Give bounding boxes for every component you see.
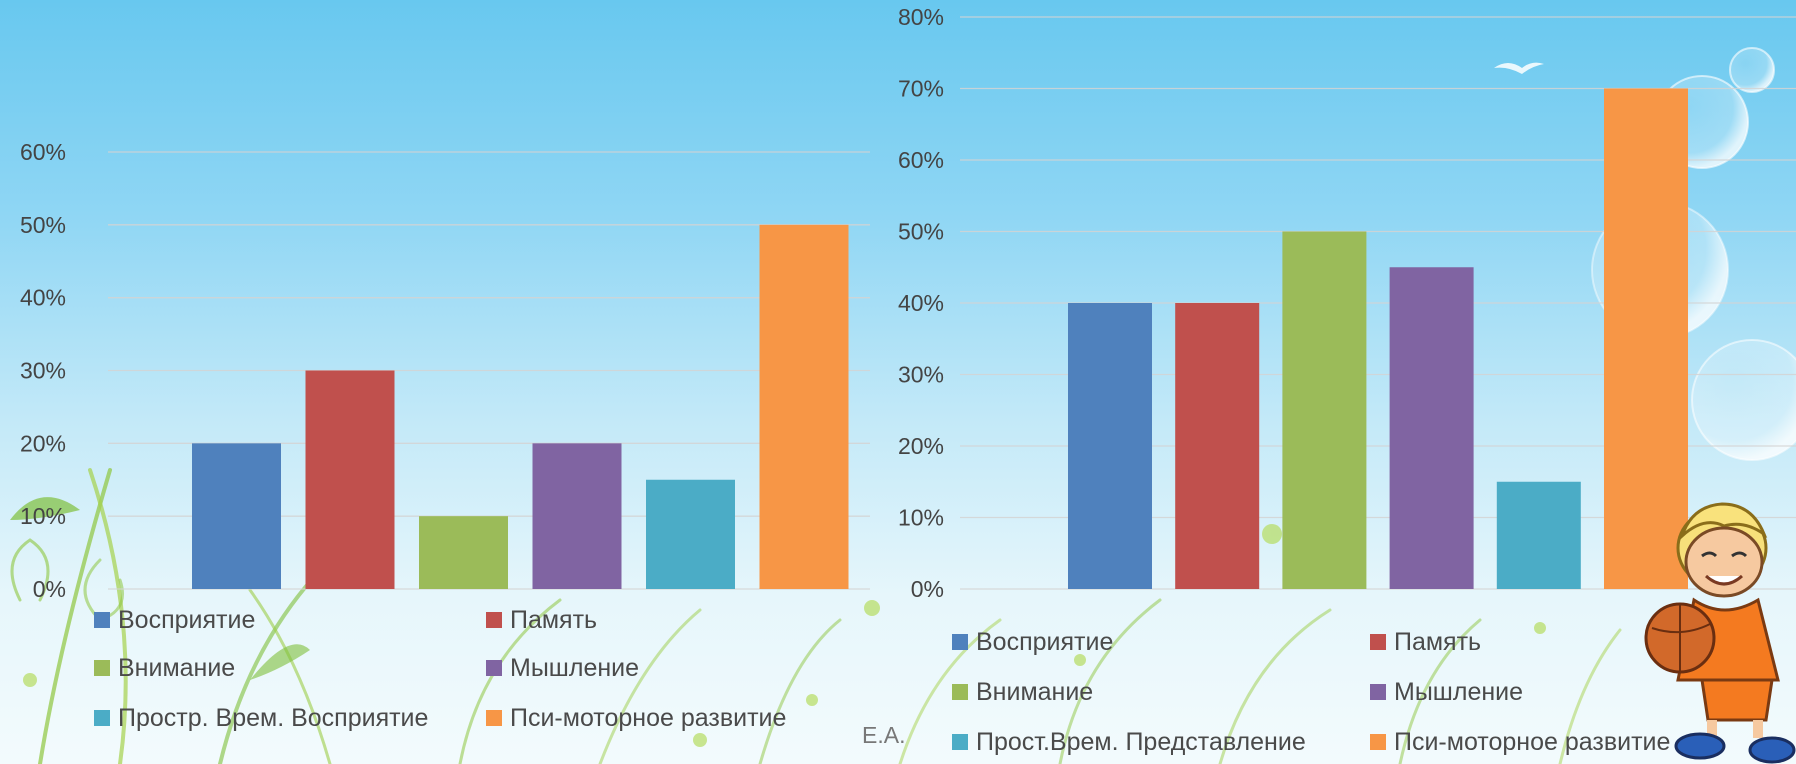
y-tick-label: 0%	[33, 576, 66, 602]
legend-label: Восприятие	[118, 606, 255, 634]
legend-label: Пси-моторное развитие	[1394, 728, 1670, 756]
y-tick-label: 10%	[898, 505, 944, 531]
y-tick-label: 50%	[20, 212, 66, 238]
bar-2	[1175, 303, 1260, 589]
legend-swatch	[94, 612, 110, 628]
boy-with-ball-illustration	[1644, 502, 1796, 764]
y-tick-label: 50%	[898, 219, 944, 245]
y-tick-label: 20%	[20, 430, 66, 456]
bars	[192, 224, 849, 590]
legend-swatch	[1370, 634, 1386, 650]
y-tick-label: 40%	[20, 285, 66, 311]
bar-3	[1282, 231, 1367, 589]
legend-swatch	[94, 660, 110, 676]
legend: Восприятие Память Внимание Мышление Простр. …	[94, 606, 786, 732]
y-tick-label: 10%	[20, 503, 66, 529]
legend-label: Пси-моторное развитие	[510, 704, 786, 732]
bar-6	[759, 224, 849, 590]
legend-swatch	[952, 634, 968, 650]
bar-3	[419, 516, 508, 589]
legend: Восприятие Память Внимание Мышление Прост.Вр…	[952, 628, 1670, 756]
y-axis-ticks: 0% 10% 20% 30% 40% 50% 60% 70% 80%	[898, 4, 944, 602]
legend-label: Простр. Врем. Восприятие	[118, 704, 428, 732]
bar-2	[305, 370, 395, 589]
bar-4	[1389, 267, 1474, 589]
bar-1	[1068, 303, 1152, 589]
legend-label: Память	[510, 606, 597, 634]
y-axis-ticks: 0% 10% 20% 30% 40% 50% 60%	[20, 139, 66, 602]
legend-swatch	[486, 660, 502, 676]
y-tick-label: 70%	[898, 76, 944, 102]
bars	[1068, 88, 1688, 589]
legend-swatch	[1370, 684, 1386, 700]
y-tick-label: 60%	[20, 139, 66, 165]
chart-left: 0% 10% 20% 30% 40% 50% 60% Восприятие Память Вни…	[20, 139, 870, 732]
y-tick-label: 40%	[898, 290, 944, 316]
legend-label: Память	[1394, 628, 1481, 656]
legend-label: Мышление	[1394, 678, 1523, 706]
chart-right: 0% 10% 20% 30% 40% 50% 60% 70% 80% Восприятие Пам…	[898, 4, 1796, 756]
bar-5	[646, 479, 735, 589]
grass-decoration	[10, 468, 1622, 764]
legend-swatch	[952, 684, 968, 700]
legend-swatch	[94, 710, 110, 726]
bar-1	[192, 443, 281, 589]
legend-label: Восприятие	[976, 628, 1113, 656]
legend-swatch	[952, 734, 968, 750]
bar-5	[1496, 481, 1581, 589]
legend-label: Внимание	[118, 654, 235, 682]
y-tick-label: 60%	[898, 147, 944, 173]
legend-label: Мышление	[510, 654, 639, 682]
y-tick-label: 80%	[898, 4, 944, 30]
author-initials: Е.А.	[862, 722, 906, 748]
legend-label: Внимание	[976, 678, 1093, 706]
y-tick-label: 30%	[898, 362, 944, 388]
legend-swatch	[486, 612, 502, 628]
legend-swatch	[486, 710, 502, 726]
y-tick-label: 30%	[20, 358, 66, 384]
gridlines	[108, 151, 870, 590]
y-tick-label: 0%	[911, 576, 944, 602]
bar-4	[532, 443, 622, 589]
bird-decoration	[1494, 62, 1544, 74]
bar-6	[1604, 88, 1688, 589]
legend-swatch	[1370, 734, 1386, 750]
y-tick-label: 20%	[898, 433, 944, 459]
legend-label: Прост.Врем. Представление	[976, 728, 1306, 756]
